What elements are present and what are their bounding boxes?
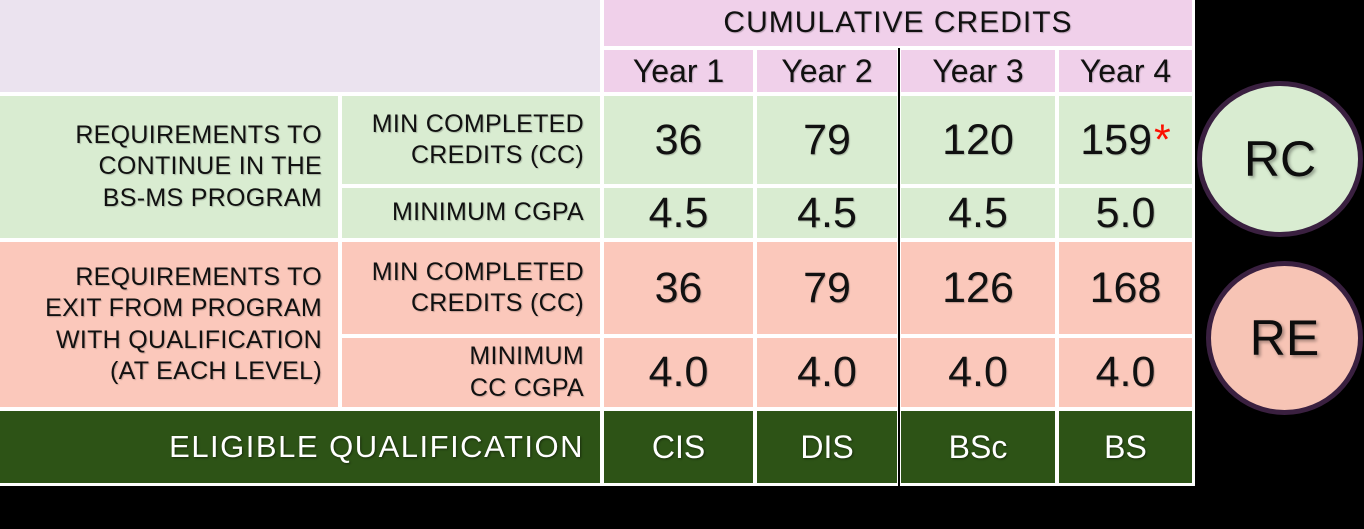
exit-cgpa-year3: 4.0 bbox=[901, 338, 1055, 407]
label-line: WITH QUALIFICATION bbox=[55, 325, 322, 354]
year-3-header: Year 3 bbox=[901, 50, 1055, 92]
continue-credits-year4: 159 * bbox=[1059, 96, 1192, 184]
value: 4.5 bbox=[948, 188, 1008, 237]
label-line: CREDITS (CC) bbox=[410, 289, 584, 317]
continue-cgpa-year2: 4.5 bbox=[757, 188, 897, 238]
continue-min-credits-label: MIN COMPLETED CREDITS (CC) bbox=[342, 96, 600, 184]
corner-cell bbox=[0, 0, 600, 92]
re-badge-label: RE bbox=[1249, 310, 1320, 366]
label-line: CC CGPA bbox=[469, 373, 584, 402]
exit-cgpa-year2: 4.0 bbox=[757, 338, 897, 407]
year-4-header: Year 4 bbox=[1059, 50, 1192, 92]
qualification-year4: BS bbox=[1059, 411, 1192, 483]
value: 4.0 bbox=[948, 348, 1008, 396]
group-exit-label: REQUIREMENTS TO EXIT FROM PROGRAM WITH Q… bbox=[0, 242, 338, 407]
label-line: CONTINUE IN THE bbox=[98, 152, 322, 181]
value: 4.5 bbox=[648, 188, 709, 237]
continue-cgpa-year1: 4.5 bbox=[604, 188, 753, 238]
year-2-label: Year 2 bbox=[781, 52, 873, 89]
value: 36 bbox=[654, 115, 703, 164]
year-4-label: Year 4 bbox=[1079, 52, 1172, 89]
value: 4.0 bbox=[648, 348, 709, 396]
exit-min-credits-label: MIN COMPLETED CREDITS (CC) bbox=[342, 242, 600, 334]
value: 159 bbox=[1080, 115, 1152, 164]
year2-year3-divider bbox=[898, 48, 900, 486]
exit-cgpa-year4: 4.0 bbox=[1059, 338, 1192, 407]
exit-credits-year4: 168 bbox=[1059, 242, 1192, 334]
value: 36 bbox=[654, 263, 703, 312]
re-badge: RE bbox=[1206, 261, 1363, 415]
eligible-qualification-label: ELIGIBLE QUALIFICATION bbox=[0, 411, 600, 483]
year-1-label: Year 1 bbox=[632, 52, 725, 89]
value: 79 bbox=[803, 115, 851, 164]
rc-badge: RC bbox=[1197, 81, 1363, 237]
value: DIS bbox=[800, 428, 854, 465]
cumulative-credits-title: CUMULATIVE CREDITS bbox=[723, 6, 1073, 39]
rc-badge-label: RC bbox=[1243, 131, 1317, 187]
exit-credits-year3: 126 bbox=[901, 242, 1055, 334]
continue-cgpa-year3: 4.5 bbox=[901, 188, 1055, 238]
exit-credits-year2: 79 bbox=[757, 242, 897, 334]
value: 79 bbox=[803, 263, 851, 312]
value: 4.0 bbox=[797, 348, 857, 396]
value: 126 bbox=[942, 263, 1014, 312]
value: 4.5 bbox=[797, 188, 857, 237]
continue-credits-year2: 79 bbox=[757, 96, 897, 184]
qualification-year3: BSc bbox=[901, 411, 1055, 483]
label-line: MINIMUM CGPA bbox=[391, 198, 584, 227]
year-1-header: Year 1 bbox=[604, 50, 753, 92]
value: 120 bbox=[942, 115, 1014, 164]
value: 168 bbox=[1089, 263, 1162, 312]
year-2-header: Year 2 bbox=[757, 50, 897, 92]
qualification-year2: DIS bbox=[757, 411, 897, 483]
cumulative-credits-header: CUMULATIVE CREDITS bbox=[604, 0, 1192, 46]
label-line: (AT EACH LEVEL) bbox=[110, 356, 322, 385]
exit-min-cgpa-label: MINIMUM CC CGPA bbox=[342, 338, 600, 407]
asterisk-note: * bbox=[1154, 115, 1171, 164]
value: 5.0 bbox=[1095, 188, 1156, 237]
group-continue-label: REQUIREMENTS TO CONTINUE IN THE BS-MS PR… bbox=[0, 96, 338, 238]
year-3-label: Year 3 bbox=[932, 52, 1024, 89]
table-grid: CUMULATIVE CREDITS Year 1 Year 2 Year 3 … bbox=[0, 0, 1192, 483]
label-line: MIN COMPLETED bbox=[371, 109, 584, 138]
value: 4.0 bbox=[1095, 348, 1156, 396]
label-line: BS-MS PROGRAM bbox=[102, 183, 322, 212]
continue-credits-year3: 120 bbox=[901, 96, 1055, 184]
value: BS bbox=[1104, 428, 1147, 465]
label-line: EXIT FROM PROGRAM bbox=[45, 294, 322, 323]
label-line: REQUIREMENTS TO bbox=[75, 121, 322, 150]
continue-cgpa-year4: 5.0 bbox=[1059, 188, 1192, 238]
label-line: CREDITS (CC) bbox=[410, 141, 584, 169]
label-line: MIN COMPLETED bbox=[371, 257, 584, 286]
continue-min-cgpa-label: MINIMUM CGPA bbox=[342, 188, 600, 238]
value: CIS bbox=[651, 428, 706, 465]
exit-credits-year1: 36 bbox=[604, 242, 753, 334]
exit-cgpa-year1: 4.0 bbox=[604, 338, 753, 407]
footer-title: ELIGIBLE QUALIFICATION bbox=[169, 429, 584, 464]
label-line: REQUIREMENTS TO bbox=[75, 263, 322, 291]
continue-credits-year1: 36 bbox=[604, 96, 753, 184]
requirements-table: CUMULATIVE CREDITS Year 1 Year 2 Year 3 … bbox=[0, 0, 1195, 486]
label-line: MINIMUM bbox=[469, 342, 584, 371]
value: BSc bbox=[948, 428, 1008, 465]
qualification-year1: CIS bbox=[604, 411, 753, 483]
